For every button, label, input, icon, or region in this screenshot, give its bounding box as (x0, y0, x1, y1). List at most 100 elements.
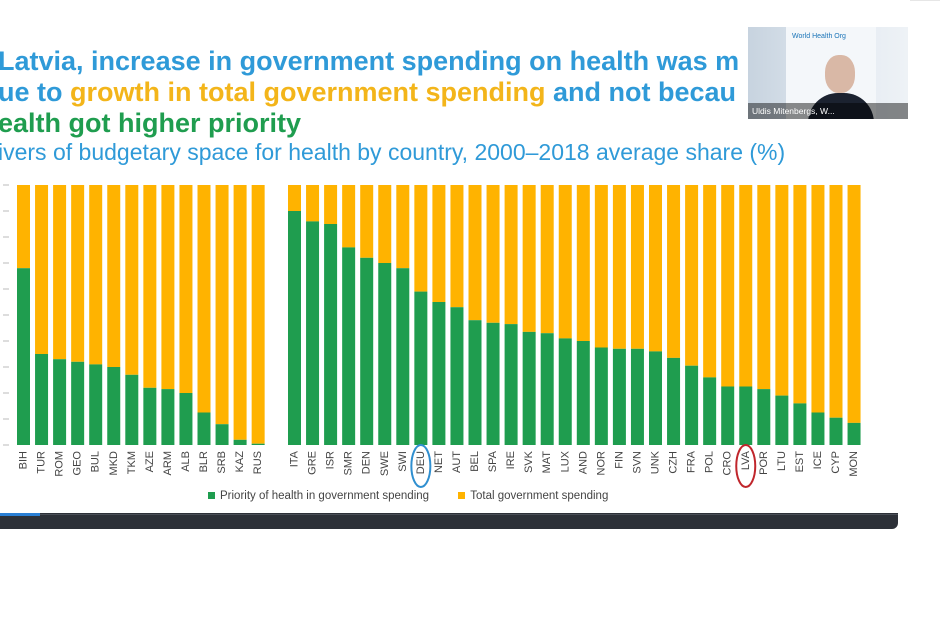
legend-label-total: Total government spending (470, 490, 609, 502)
bar-total-tkm (125, 185, 139, 375)
bar-priority-smr (342, 247, 356, 445)
x-tick-label-ice: ICE (812, 451, 824, 469)
x-tick-label-ire: IRE (505, 451, 517, 469)
bar-priority-czh (667, 357, 681, 445)
x-tick-label-swe: SWE (379, 451, 391, 476)
x-tick-label-rom: ROM (54, 451, 66, 477)
legend-item-priority: Priority of health in government spendin… (208, 490, 429, 502)
bar-priority-mon (847, 422, 861, 445)
stacked-bar-chart: BIH TUR ROM GEO BUL MKD TKM AZE ARM ALB BLR SRB KAZ R… (3, 184, 861, 488)
bar-total-bih (17, 185, 30, 269)
x-tick-label-fra: FRA (686, 450, 698, 473)
bar-total-spa (486, 185, 500, 323)
bar-priority-and (576, 341, 590, 445)
x-tick-label-svk: SVK (523, 450, 535, 473)
bar-priority-swi (396, 268, 410, 445)
bar-total-geo (71, 185, 85, 362)
highlight-circle-lva (735, 444, 757, 488)
bar-total-srb (215, 185, 229, 425)
slide-title-line-3: ealth got higher priority (0, 108, 302, 138)
bar-total-fra (685, 185, 699, 366)
bar-total-aut (450, 185, 464, 308)
bar-priority-nor (594, 347, 608, 445)
bar-total-net (432, 185, 446, 302)
x-tick-label-est: EST (794, 451, 806, 473)
progress-track[interactable] (40, 514, 898, 515)
bar-total-czh (667, 185, 681, 358)
bar-total-bel (468, 185, 482, 321)
x-tick-label-unk: UNK (650, 450, 662, 474)
bar-priority-bih (17, 268, 30, 445)
bar-priority-srb (215, 424, 229, 445)
x-tick-label-isr: ISR (325, 451, 337, 469)
slide-title-line-2: ue to growth in total government spendin… (0, 77, 736, 108)
participant-head (825, 55, 855, 93)
bar-total-pol (703, 185, 717, 378)
x-tick-label-kaz: KAZ (234, 451, 246, 473)
legend-swatch-priority (208, 492, 215, 500)
bar-total-den (360, 185, 374, 258)
bar-priority-cyp (829, 417, 843, 445)
x-tick-label-mat: MAT (541, 451, 553, 474)
x-tick-label-ita: ITA (289, 450, 301, 467)
participant-video-tile[interactable]: World Health Org Uldis Mitenbergs, W... (748, 27, 908, 119)
x-tick-label-czh: CZH (668, 451, 680, 474)
bar-total-and (576, 185, 590, 341)
bar-priority-net (432, 302, 446, 445)
x-tick-label-tkm: TKM (126, 451, 138, 474)
x-tick-label-swi: SWI (397, 451, 409, 472)
x-tick-label-rus: RUS (252, 451, 264, 474)
bar-total-swe (378, 185, 392, 263)
bar-total-cyp (829, 185, 843, 418)
bar-total-mat (540, 185, 554, 334)
bar-total-isr (324, 185, 338, 224)
bar-priority-alb (179, 393, 193, 445)
bar-priority-unk (649, 351, 662, 445)
bar-total-smr (342, 185, 356, 248)
bar-total-ire (504, 185, 518, 325)
bar-total-arm (161, 185, 175, 390)
backdrop-logo-text: World Health Org (792, 33, 846, 40)
bar-total-kaz (233, 185, 247, 440)
bar-total-rus (251, 185, 265, 444)
chart-legend: Priority of health in government spendin… (208, 490, 634, 502)
bar-priority-fra (685, 365, 699, 445)
x-tick-label-bul: BUL (90, 451, 102, 472)
bar-priority-cro (721, 386, 735, 445)
bar-priority-lva (739, 386, 753, 445)
bar-priority-bel (468, 320, 482, 445)
bar-priority-svn (630, 348, 644, 445)
x-tick-label-alb: ALB (180, 451, 192, 472)
bar-priority-spa (486, 322, 500, 445)
bar-priority-deu (414, 291, 428, 445)
bar-total-cro (721, 185, 735, 387)
x-tick-label-tur: TUR (36, 451, 48, 474)
bar-priority-gre (306, 221, 320, 445)
player-control-bar[interactable] (0, 513, 898, 529)
x-tick-label-mon: MON (848, 451, 860, 477)
bar-priority-est (793, 403, 807, 445)
participant-name-label: Uldis Mitenbergs, W... (748, 103, 908, 119)
bar-total-deu (414, 185, 428, 292)
chart-subtitle: ivers of budgetary space for health by c… (0, 139, 786, 165)
bar-priority-tur (35, 354, 49, 445)
legend-label-priority: Priority of health in government spendin… (220, 490, 430, 502)
bar-priority-ire (504, 324, 518, 445)
x-tick-label-spa: SPA (487, 450, 499, 472)
bar-total-bul (89, 185, 103, 365)
bar-total-blr (197, 185, 211, 413)
bar-priority-tkm (125, 374, 139, 445)
bar-priority-aze (143, 387, 157, 445)
x-tick-label-arm: ARM (162, 451, 174, 475)
bar-priority-isr (324, 224, 338, 445)
bar-priority-aut (450, 307, 464, 445)
bar-total-est (793, 185, 807, 404)
x-tick-label-net: NET (433, 451, 445, 473)
x-tick-label-smr: SMR (343, 451, 355, 476)
bar-total-unk (649, 185, 662, 352)
bar-priority-rom (53, 359, 67, 445)
bar-priority-geo (71, 361, 85, 445)
title-line-2-start: ue to (0, 77, 70, 107)
bar-total-tur (35, 185, 49, 354)
bar-priority-fin (612, 348, 626, 445)
